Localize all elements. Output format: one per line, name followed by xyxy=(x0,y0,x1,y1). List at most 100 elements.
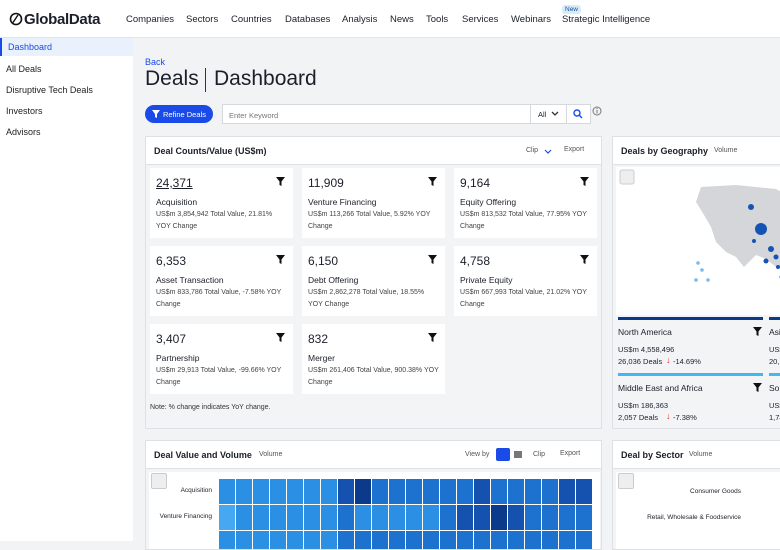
row-label: Retail, Wholesale & Foodservice xyxy=(647,514,741,521)
heatmap-cell[interactable] xyxy=(304,479,320,504)
filter-icon[interactable] xyxy=(580,255,589,264)
heatmap-cell[interactable] xyxy=(287,505,303,530)
heatmap-cell[interactable] xyxy=(372,505,388,530)
nav-item[interactable]: Sectors xyxy=(186,14,218,25)
heatmap-cell[interactable] xyxy=(287,479,303,504)
filter-icon[interactable] xyxy=(753,383,762,392)
deal-count[interactable]: 24,371 xyxy=(156,176,193,190)
nav-item[interactable]: Tools xyxy=(426,14,448,25)
chart-view-toggle[interactable] xyxy=(496,448,510,461)
heatmap-cell[interactable] xyxy=(525,479,541,504)
heatmap-cell[interactable] xyxy=(338,505,354,530)
measure-select[interactable]: Volume xyxy=(259,451,282,458)
clip-button[interactable]: Clip xyxy=(526,147,538,154)
filter-icon[interactable] xyxy=(428,255,437,264)
heatmap-cell[interactable] xyxy=(321,479,337,504)
download-button[interactable] xyxy=(618,473,634,489)
heatmap-cell[interactable] xyxy=(559,479,575,504)
back-link[interactable]: Back xyxy=(145,57,165,67)
nav-item[interactable]: Webinars xyxy=(511,14,551,25)
heatmap-cell[interactable] xyxy=(423,479,439,504)
nav-item[interactable]: Companies xyxy=(126,14,174,25)
refine-button[interactable]: Refine Deals xyxy=(145,105,213,123)
nav-item[interactable]: Databases xyxy=(285,14,330,25)
nav-item[interactable]: Services xyxy=(462,14,498,25)
sidebar-item[interactable]: All Deals xyxy=(0,60,133,78)
table-view-toggle[interactable] xyxy=(514,451,522,458)
heatmap-cell[interactable] xyxy=(491,479,507,504)
heatmap-cell[interactable] xyxy=(355,479,371,504)
heatmap-cell[interactable] xyxy=(270,505,286,530)
heatmap-cell[interactable] xyxy=(542,505,558,530)
heatmap-cell[interactable] xyxy=(491,505,507,530)
heatmap-cell[interactable] xyxy=(236,479,252,504)
filter-icon[interactable] xyxy=(428,333,437,342)
heatmap-cell[interactable] xyxy=(440,505,456,530)
export-button[interactable]: Export xyxy=(564,146,584,153)
heatmap-cell[interactable] xyxy=(338,479,354,504)
export-button[interactable]: Export xyxy=(560,450,580,457)
heatmap-cell[interactable] xyxy=(576,505,592,530)
heatmap-cell[interactable] xyxy=(508,479,524,504)
measure-select[interactable]: Volume xyxy=(714,147,737,154)
heatmap-cell[interactable] xyxy=(304,505,320,530)
heatmap-cell[interactable] xyxy=(219,479,235,504)
filter-select[interactable]: All xyxy=(538,110,546,119)
filter-icon[interactable] xyxy=(276,177,285,186)
download-button[interactable] xyxy=(151,473,167,489)
filter-icon[interactable] xyxy=(753,327,762,336)
heatmap-cell[interactable] xyxy=(355,505,371,530)
sidebar-label: Dashboard xyxy=(8,42,52,52)
filter-icon[interactable] xyxy=(428,177,437,186)
clip-button[interactable]: Clip xyxy=(533,451,545,458)
info-icon[interactable] xyxy=(592,106,602,116)
nav-item[interactable]: Countries xyxy=(231,14,272,25)
heatmap-cell[interactable] xyxy=(406,479,422,504)
heatmap-cell[interactable] xyxy=(474,479,490,504)
heatmap-cell[interactable] xyxy=(542,479,558,504)
heatmap-cell[interactable] xyxy=(253,505,269,530)
heatmap-cell[interactable] xyxy=(525,505,541,530)
heatmap-cell[interactable] xyxy=(389,505,405,530)
heatmap-cell[interactable] xyxy=(576,479,592,504)
filter-icon[interactable] xyxy=(276,255,285,264)
heatmap-cell[interactable] xyxy=(508,505,524,530)
sidebar-item[interactable]: Investors xyxy=(0,102,133,120)
filter-icon[interactable] xyxy=(276,333,285,342)
sidebar-item[interactable]: Dashboard xyxy=(0,38,133,56)
heatmap-cell[interactable] xyxy=(559,505,575,530)
filter-icon[interactable] xyxy=(580,177,589,186)
heatmap-cell[interactable] xyxy=(423,505,439,530)
sidebar-label: Investors xyxy=(6,106,43,116)
sidebar-item[interactable]: Advisors xyxy=(0,123,133,141)
heatmap-cell[interactable] xyxy=(457,479,473,504)
heatmap-cell[interactable] xyxy=(406,505,422,530)
heatmap-cell[interactable] xyxy=(219,505,235,530)
heatmap-cell[interactable] xyxy=(253,479,269,504)
measure-select[interactable]: Volume xyxy=(689,451,712,458)
sidebar-item[interactable]: Disruptive Tech Deals xyxy=(0,81,133,99)
region-value: US$m 186,363 xyxy=(618,401,668,410)
nav-item[interactable]: Strategic Intelligence xyxy=(562,14,650,25)
search-icon[interactable] xyxy=(573,109,583,119)
heatmap-cell[interactable] xyxy=(457,505,473,530)
logo[interactable]: GlobalData xyxy=(24,11,100,28)
heatmap-cell[interactable] xyxy=(440,479,456,504)
heatmap-cell[interactable] xyxy=(389,479,405,504)
heatmap-cell[interactable] xyxy=(236,505,252,530)
nav-item[interactable]: Analysis xyxy=(342,14,377,25)
heatmap-cell[interactable] xyxy=(321,505,337,530)
nav-item[interactable]: News xyxy=(390,14,414,25)
heatmap-cell[interactable] xyxy=(372,479,388,504)
heatmap-cell[interactable] xyxy=(474,505,490,530)
search-box[interactable]: Enter Keyword All xyxy=(222,104,591,124)
heatmap-cell[interactable] xyxy=(270,479,286,504)
